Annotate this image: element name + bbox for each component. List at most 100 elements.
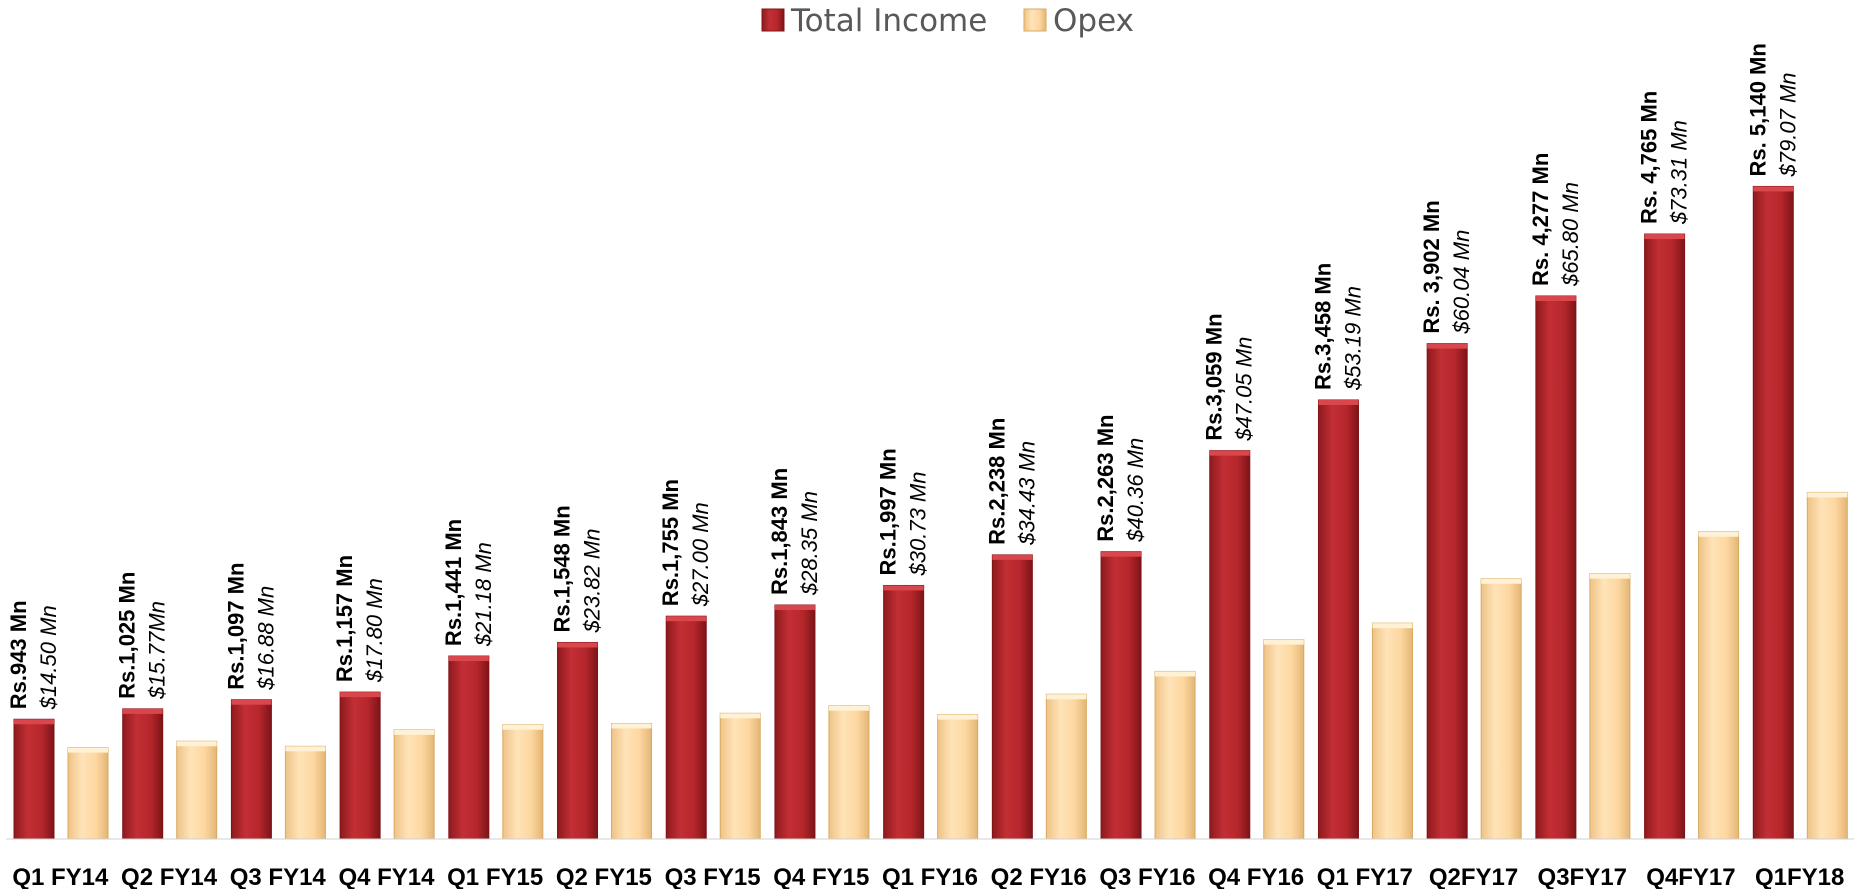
bar-total-income[interactable]	[1209, 450, 1251, 840]
bar-top-highlight	[992, 554, 1033, 560]
legend-swatch-total-income	[761, 8, 785, 32]
bar-opex[interactable]	[67, 747, 109, 840]
bar-top-highlight	[1209, 450, 1250, 456]
data-label-inr: Rs.2,238 Mn	[984, 418, 1009, 545]
x-tick-label: Q2FY17	[1429, 864, 1518, 889]
data-label-inr: Rs.943 Mn	[6, 600, 31, 709]
data-label-inr: Rs.1,441 Mn	[441, 519, 466, 646]
bar-top-highlight	[1318, 399, 1359, 405]
bar-total-income[interactable]	[557, 641, 599, 840]
bar-total-income[interactable]	[230, 699, 272, 840]
bar-top-highlight	[1372, 623, 1413, 629]
bar-opex[interactable]	[1371, 622, 1413, 840]
bar-top-highlight	[231, 699, 272, 705]
bar-total-income[interactable]	[122, 708, 164, 840]
bar-top-highlight	[1589, 573, 1630, 579]
bar-top-highlight	[1698, 531, 1739, 537]
bar-total-income[interactable]	[1426, 343, 1468, 840]
data-label-usd: $27.00 Mn	[688, 502, 713, 607]
bar-top-highlight	[1807, 492, 1848, 498]
data-label-usd: $21.18 Mn	[471, 542, 496, 647]
bar-top-highlight	[285, 746, 326, 752]
data-label-inr: Rs.3,458 Mn	[1310, 263, 1335, 390]
x-tick-label: Q2 FY15	[556, 864, 652, 889]
data-label-usd: $60.04 Mn	[1449, 230, 1474, 335]
bar-total-income[interactable]	[1535, 295, 1577, 840]
legend-label-opex: Opex	[1053, 3, 1134, 39]
bar-top-highlight	[1263, 639, 1304, 645]
bar-total-income[interactable]	[339, 691, 381, 840]
bar-opex[interactable]	[611, 722, 653, 840]
bar-total-income[interactable]	[13, 718, 55, 840]
bar-opex[interactable]	[1480, 578, 1522, 840]
bar-total-income[interactable]	[1100, 551, 1142, 840]
bar-top-highlight	[340, 692, 381, 698]
bar-top-highlight	[1481, 578, 1522, 584]
data-label-usd: $47.05 Mn	[1232, 337, 1257, 442]
bar-opex[interactable]	[1589, 573, 1631, 840]
bar-top-highlight	[828, 705, 869, 711]
data-label-inr: Rs.1,025 Mn	[115, 572, 140, 699]
data-label-inr: Rs.1,097 Mn	[223, 563, 248, 690]
bar-opex[interactable]	[1045, 693, 1087, 840]
x-tick-label: Q3FY17	[1538, 864, 1627, 889]
bar-total-income[interactable]	[883, 584, 925, 840]
bar-top-highlight	[448, 656, 489, 662]
bar-total-income[interactable]	[1644, 233, 1686, 840]
bar-top-highlight	[1427, 343, 1468, 349]
x-tick-label: Q4FY17	[1646, 864, 1735, 889]
bar-top-highlight	[122, 708, 163, 714]
bar-opex[interactable]	[176, 740, 218, 840]
data-label-usd: $17.80 Mn	[362, 578, 387, 683]
data-label-inr: Rs. 4,277 Mn	[1528, 153, 1553, 286]
data-label-inr: Rs.1,157 Mn	[332, 555, 357, 682]
data-label-usd: $73.31 Mn	[1667, 120, 1692, 225]
bar-top-highlight	[611, 723, 652, 729]
bar-top-highlight	[557, 642, 598, 648]
bar-opex[interactable]	[719, 712, 761, 840]
bar-total-income[interactable]	[448, 655, 490, 840]
x-tick-label: Q4 FY16	[1208, 864, 1304, 889]
legend-swatch-opex	[1023, 8, 1047, 32]
x-tick-label: Q3 FY16	[1099, 864, 1195, 889]
bar-opex[interactable]	[1263, 639, 1305, 840]
bar-top-highlight	[720, 713, 761, 719]
data-label-usd: $15.77Mn	[145, 601, 170, 700]
bar-top-highlight	[394, 729, 435, 735]
data-label-inr: Rs. 4,765 Mn	[1637, 91, 1662, 224]
legend-item-opex[interactable]: Opex	[1023, 3, 1134, 39]
bar-opex[interactable]	[1154, 670, 1196, 840]
bar-top-highlight	[14, 719, 54, 725]
bar-opex[interactable]	[393, 729, 435, 840]
bar-opex[interactable]	[937, 714, 979, 840]
bar-top-highlight	[1644, 234, 1685, 240]
x-tick-label: Q1 FY16	[882, 864, 978, 889]
bar-total-income[interactable]	[1317, 399, 1359, 840]
data-label-usd: $28.35 Mn	[797, 491, 822, 596]
data-label-usd: $30.73 Mn	[906, 471, 931, 576]
x-tick-label: Q4 FY14	[338, 864, 435, 889]
bar-opex[interactable]	[1698, 531, 1740, 840]
bar-opex[interactable]	[1806, 491, 1848, 840]
bar-opex[interactable]	[828, 705, 870, 840]
data-labels-layer: Rs.943 Mn $14.50 Mn Rs.1,025 Mn $15.77Mn Rs.…	[6, 43, 1800, 710]
data-label-usd: $53.19 Mn	[1340, 286, 1365, 391]
legend-item-total-income[interactable]: Total Income	[761, 3, 987, 39]
x-tick-label: Q2 FY14	[121, 864, 218, 889]
bar-total-income[interactable]	[1752, 185, 1794, 840]
data-label-inr: Rs.1,755 Mn	[658, 479, 683, 606]
x-tick-label: Q3 FY15	[665, 864, 761, 889]
bar-total-income[interactable]	[991, 554, 1033, 840]
data-label-inr: Rs.1,997 Mn	[876, 448, 901, 575]
data-label-usd: $65.80 Mn	[1558, 182, 1583, 287]
bar-total-income[interactable]	[774, 604, 816, 840]
bar-opex[interactable]	[284, 745, 326, 840]
x-tick-label: Q1 FY17	[1317, 864, 1413, 889]
bar-top-highlight	[502, 724, 543, 730]
data-label-usd: $16.88 Mn	[253, 586, 278, 691]
bar-total-income[interactable]	[665, 615, 707, 840]
x-axis-ticks: Q1 FY14 Q2 FY14 Q3 FY14 Q4 FY14 Q1 FY15 Q2 FY…	[12, 864, 1844, 889]
bar-opex[interactable]	[502, 724, 544, 840]
data-label-inr: Rs.1,548 Mn	[550, 505, 575, 632]
data-label-usd: $23.82 Mn	[580, 529, 605, 634]
